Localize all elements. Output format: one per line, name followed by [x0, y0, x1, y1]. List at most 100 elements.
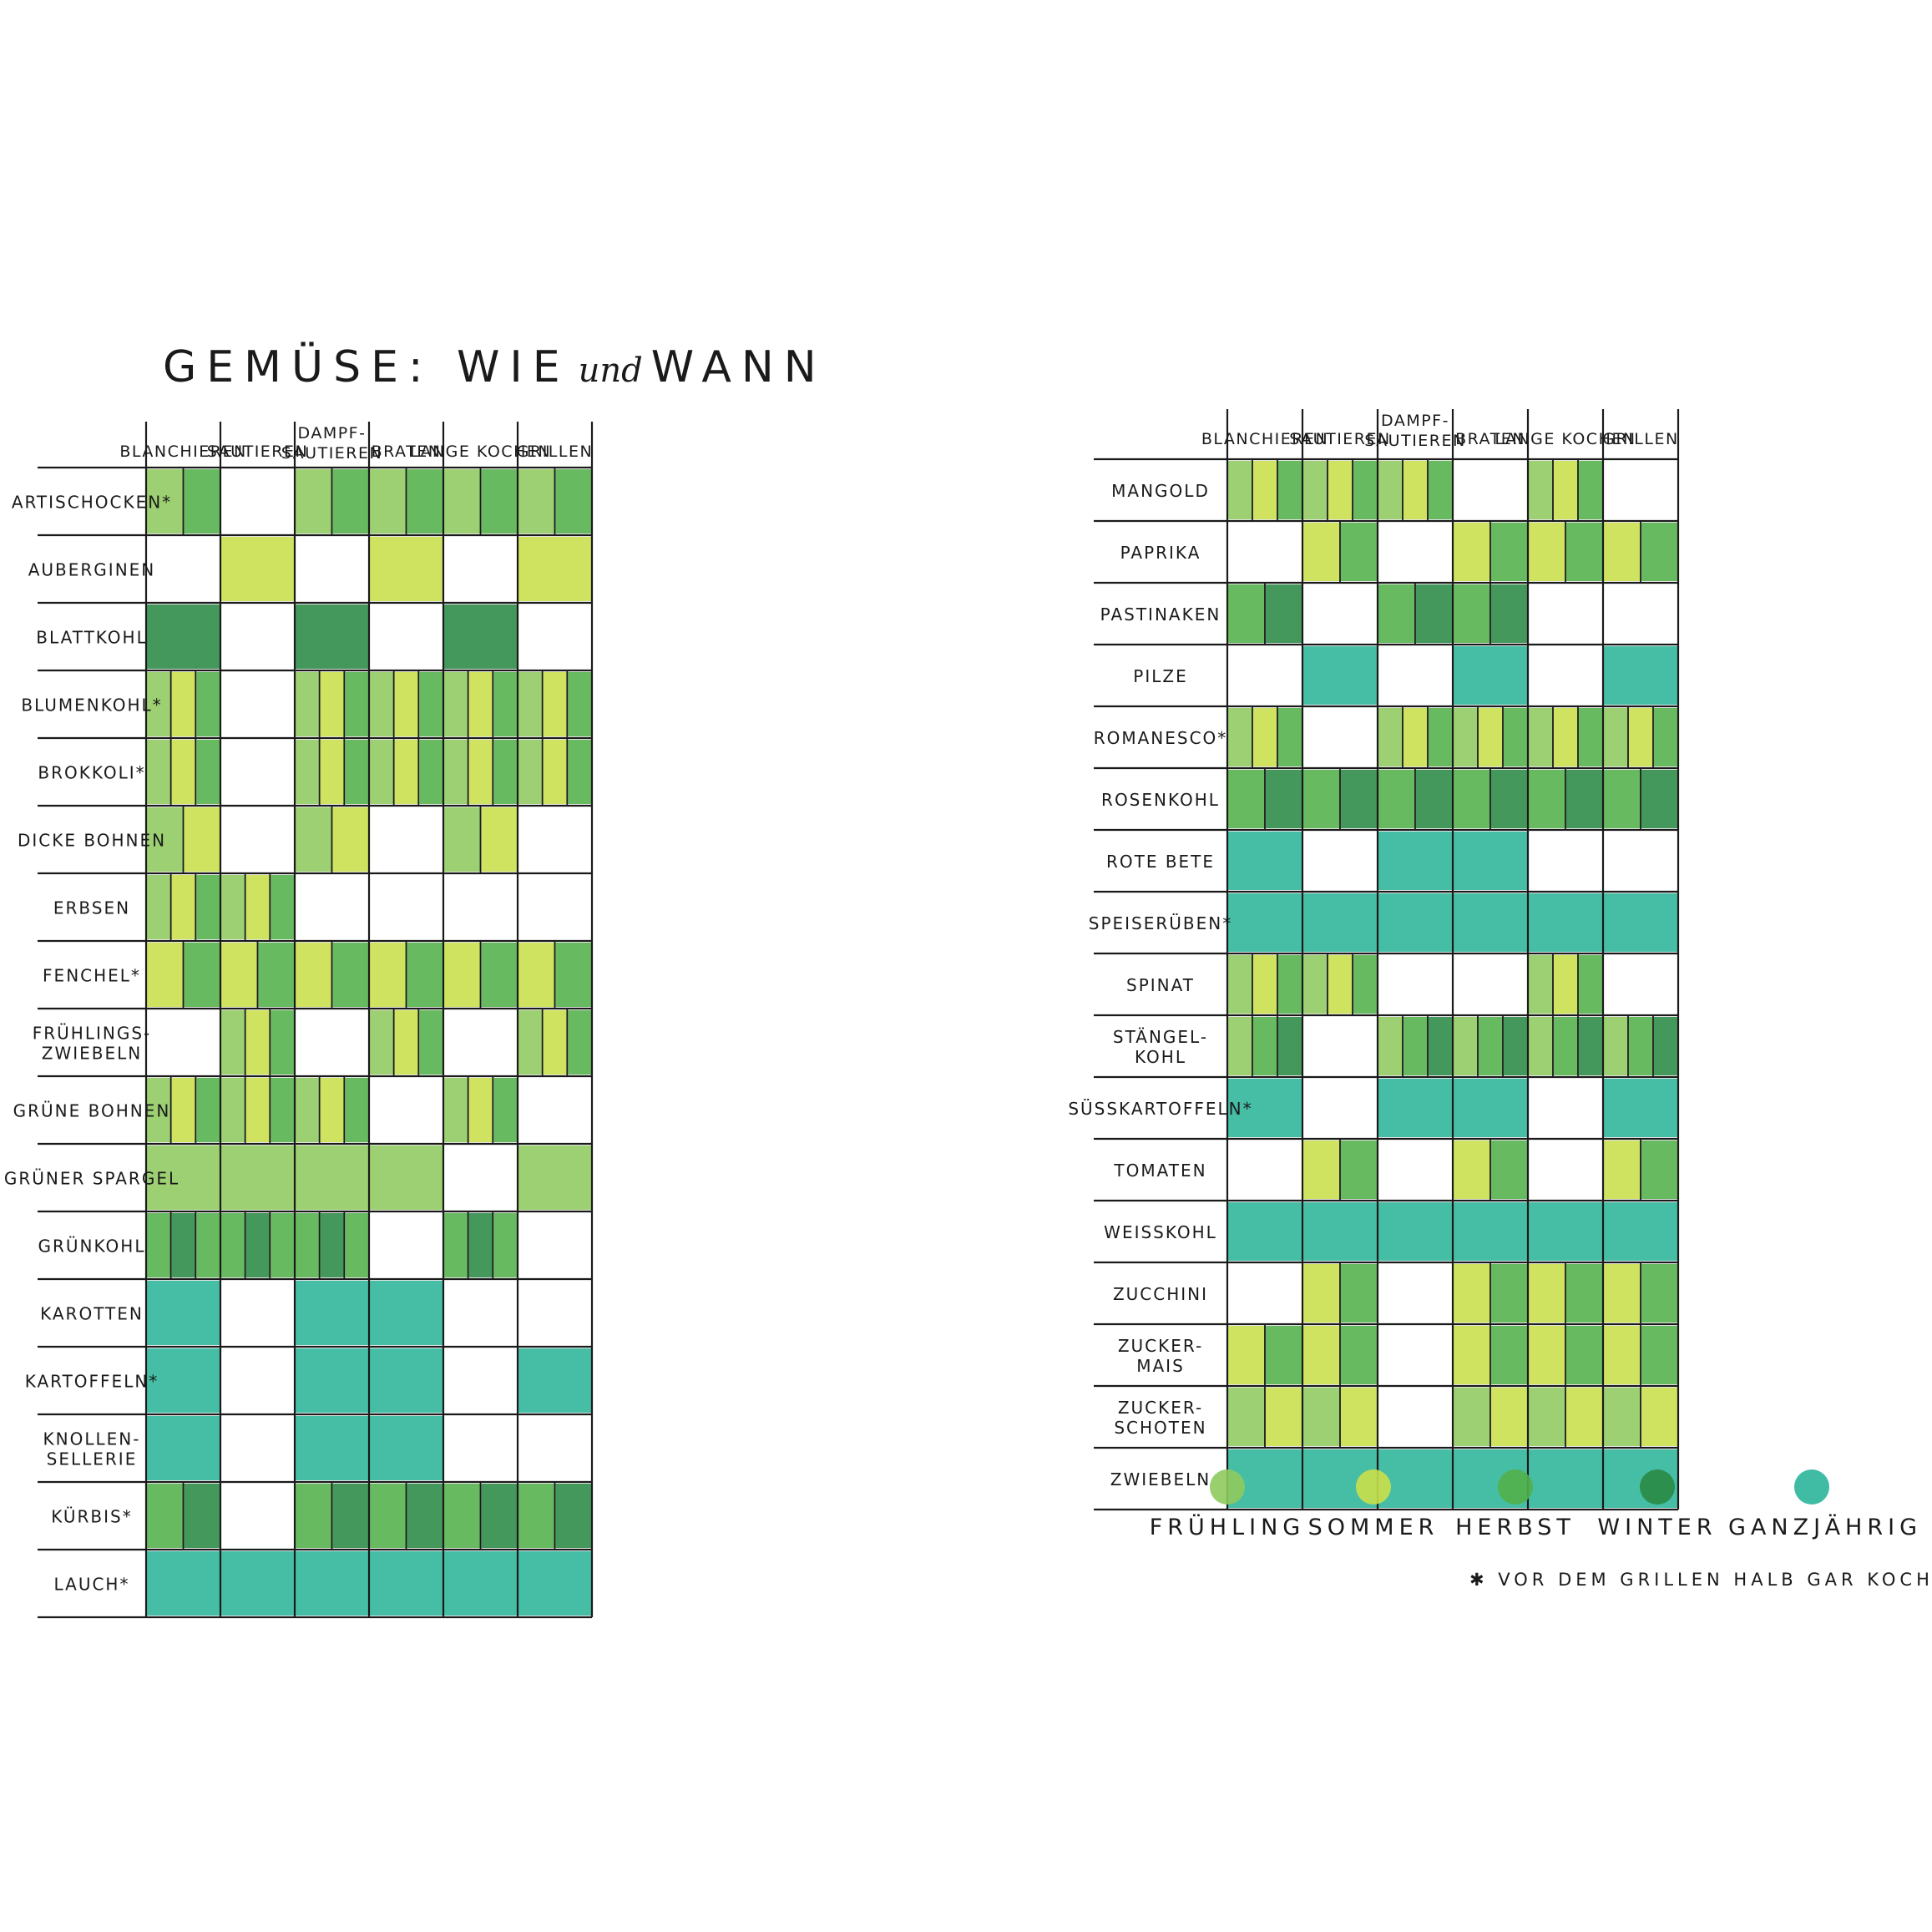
- cell-blattkohl-4-W: [444, 604, 518, 669]
- cell-stängel-kohl-5-F: [1604, 1017, 1628, 1075]
- cell-grüne-bohnen-1-F: [221, 1078, 245, 1142]
- cell-zucker-mais-5-S: [1604, 1326, 1641, 1384]
- cell-mangold-0-S: [1253, 461, 1277, 519]
- cell-grüne-bohnen-1-S: [245, 1078, 271, 1142]
- row-label-line: ZUCKER-: [1118, 1336, 1203, 1356]
- row-label-11: GRÜNKOHL: [38, 1237, 146, 1257]
- cell-blumenkohl--0-F: [147, 672, 171, 736]
- cell-knollen-sellerie-3-G: [370, 1416, 443, 1480]
- cell-blattkohl-0-W: [147, 604, 220, 669]
- cell-artischocken--4-H: [481, 469, 518, 534]
- cell-dicke-bohnen-4-F: [444, 807, 481, 872]
- title-und: und: [578, 352, 643, 390]
- cell-speiserüben--3-G: [1454, 893, 1528, 952]
- cell-kartoffeln--2-G: [296, 1348, 369, 1413]
- legend-dot-H: [1498, 1469, 1533, 1505]
- cell-kartoffeln--3-G: [370, 1348, 443, 1413]
- row-label-12: WEISSKOHL: [1104, 1222, 1217, 1242]
- cell-grüne-bohnen-0-F: [147, 1078, 171, 1142]
- cell-mangold-0-H: [1278, 461, 1302, 519]
- row-label-line: FENCHEL*: [43, 966, 141, 986]
- cell-grünkohl-0-H: [196, 1213, 220, 1277]
- row-label-line: PILZE: [1133, 666, 1187, 686]
- cell-stängel-kohl-2-F: [1378, 1017, 1403, 1075]
- cell-lauch--3-G: [370, 1551, 443, 1616]
- cell-romanesco--4-H: [1579, 708, 1603, 766]
- cell-rosenkohl-3-H: [1454, 770, 1490, 828]
- cell-rosenkohl-3-W: [1491, 770, 1528, 828]
- cell-speiserüben--1-G: [1303, 893, 1378, 952]
- header-5: GRILLEN: [1602, 430, 1678, 448]
- cell-romanesco--3-S: [1479, 708, 1503, 766]
- cell-pilze-3-G: [1454, 646, 1528, 705]
- cell-grüner-spargel-0-F: [147, 1146, 220, 1210]
- cell-paprika-5-S: [1604, 523, 1641, 581]
- cell-frühlings-zwiebeln-3-F: [370, 1010, 394, 1075]
- cell-fenchel--3-S: [370, 943, 407, 1007]
- cell-zucker-schoten-0-F: [1228, 1388, 1265, 1446]
- cell-kürbis--5-H: [518, 1484, 555, 1548]
- cell-stängel-kohl-3-F: [1454, 1017, 1478, 1075]
- cell-dicke-bohnen-0-F: [147, 807, 184, 872]
- header-1: SAUTIEREN: [207, 443, 308, 461]
- cell-frühlings-zwiebeln-3-H: [419, 1010, 443, 1075]
- cell-brokkoli--5-S: [543, 740, 568, 804]
- cell-zucker-mais-0-S: [1228, 1326, 1265, 1384]
- cell-zucker-schoten-3-F: [1454, 1388, 1490, 1446]
- title-wie: WIE: [457, 342, 570, 392]
- header-4: LANGE KOCHEN: [410, 443, 551, 461]
- cell-frühlings-zwiebeln-5-S: [543, 1010, 568, 1075]
- cell-mangold-2-S: [1403, 461, 1428, 519]
- cell-mangold-0-F: [1228, 461, 1252, 519]
- table-1: BLANCHIERENSAUTIERENDAMPF-SAUTIERENBRATE…: [1068, 409, 1680, 1511]
- cell-brokkoli--0-F: [147, 740, 171, 804]
- row-label-11: TOMATEN: [1113, 1161, 1206, 1181]
- header-0: BLANCHIEREN: [119, 443, 246, 461]
- header-line: SAUTIEREN: [1289, 430, 1390, 448]
- header-line: DAMPF-: [298, 424, 367, 443]
- cell-grüne-bohnen-2-S: [320, 1078, 345, 1142]
- cell-zucchini-1-S: [1303, 1264, 1340, 1323]
- cell-fenchel--1-H: [258, 943, 295, 1007]
- cell-grünkohl-2-H: [345, 1213, 369, 1277]
- header-line: GRILLEN: [517, 443, 593, 461]
- cell-stängel-kohl-4-H: [1554, 1017, 1578, 1075]
- row-label-6: ROTE BETE: [1106, 852, 1215, 872]
- cell-fenchel--1-S: [221, 943, 258, 1007]
- cell-blumenkohl--5-F: [518, 672, 543, 736]
- cell-zucker-schoten-5-S: [1641, 1388, 1678, 1446]
- cell-romanesco--0-H: [1278, 708, 1302, 766]
- cell-spinat-1-F: [1303, 955, 1328, 1014]
- row-label-0: ARTISCHOCKEN*: [12, 493, 172, 513]
- header-line: SAUTIEREN: [281, 444, 382, 463]
- cell-zucker-schoten-4-S: [1566, 1388, 1603, 1446]
- cell-kürbis--3-W: [407, 1484, 443, 1548]
- cell-spinat-1-H: [1353, 955, 1378, 1014]
- title-wann: WANN: [650, 342, 827, 392]
- cell-brokkoli--3-S: [394, 740, 419, 804]
- cell-artischocken--5-H: [555, 469, 592, 534]
- cell-grüner-spargel-1-F: [221, 1146, 295, 1210]
- cell-artischocken--0-H: [184, 469, 220, 534]
- cell-brokkoli--2-F: [296, 740, 320, 804]
- cell-grüne-bohnen-1-H: [271, 1078, 295, 1142]
- cell-kartoffeln--5-G: [518, 1348, 592, 1413]
- row-label-line: KÜRBIS*: [51, 1507, 132, 1527]
- cell-zucker-mais-1-H: [1341, 1326, 1378, 1384]
- cell-zucker-schoten-1-S: [1341, 1388, 1378, 1446]
- row-label-line: WEISSKOHL: [1104, 1222, 1217, 1242]
- cell-grüne-bohnen-0-H: [196, 1078, 220, 1142]
- row-label-13: ZUCCHINI: [1113, 1284, 1208, 1304]
- cell-mangold-1-S: [1328, 461, 1353, 519]
- row-label-line: ROTE BETE: [1106, 852, 1215, 872]
- table-0: BLANCHIERENSAUTIERENDAMPF-SAUTIERENBRATE…: [4, 422, 594, 1619]
- cell-erbsen-1-H: [271, 875, 295, 939]
- cell-brokkoli--4-S: [468, 740, 493, 804]
- cell-pilze-1-G: [1303, 646, 1378, 705]
- cell-artischocken--3-H: [407, 469, 443, 534]
- cell-artischocken--4-F: [444, 469, 481, 534]
- cell-blumenkohl--0-S: [171, 672, 196, 736]
- cell-stängel-kohl-4-F: [1529, 1017, 1553, 1075]
- cell-stängel-kohl-0-H: [1253, 1017, 1277, 1075]
- cell-rosenkohl-2-H: [1378, 770, 1415, 828]
